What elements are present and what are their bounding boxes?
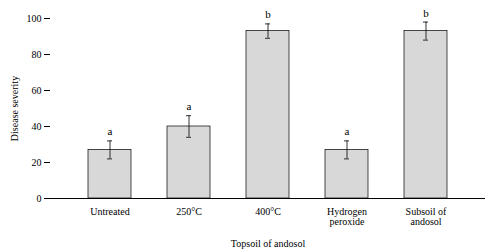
svg-text:20: 20: [32, 157, 42, 168]
svg-text:250°C: 250°C: [176, 206, 202, 217]
svg-text:a: a: [345, 125, 350, 137]
svg-text:400°C: 400°C: [255, 206, 281, 217]
svg-text:Subsoil ofandosol: Subsoil ofandosol: [406, 206, 448, 227]
svg-text:Hydrogenperoxide: Hydrogenperoxide: [327, 206, 367, 227]
svg-text:0: 0: [37, 193, 42, 204]
svg-text:b: b: [265, 8, 271, 20]
svg-text:40: 40: [32, 121, 42, 132]
svg-text:Disease severity: Disease severity: [9, 76, 20, 141]
svg-text:60: 60: [32, 85, 42, 96]
svg-text:80: 80: [32, 49, 42, 60]
svg-text:Untreated: Untreated: [90, 206, 129, 217]
svg-text:b: b: [423, 7, 429, 19]
svg-text:a: a: [187, 100, 192, 112]
svg-text:a: a: [108, 125, 113, 137]
svg-text:Topsoil of andosol: Topsoil of andosol: [231, 238, 306, 249]
svg-text:100: 100: [27, 13, 42, 24]
